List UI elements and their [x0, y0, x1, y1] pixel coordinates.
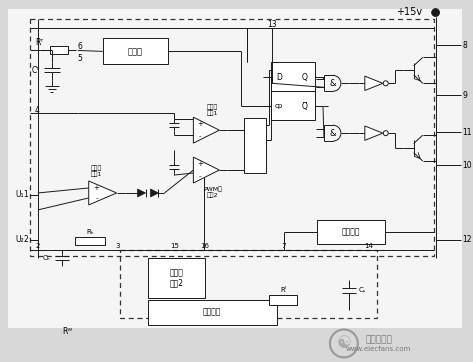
- Polygon shape: [138, 189, 146, 197]
- Bar: [271, 62, 315, 120]
- Text: 2: 2: [35, 243, 40, 249]
- Text: 11: 11: [463, 128, 472, 137]
- Bar: [75, 237, 105, 245]
- Text: 12: 12: [463, 235, 472, 244]
- Text: U₂: U₂: [16, 235, 24, 244]
- Text: 7: 7: [282, 243, 286, 249]
- Text: 電流檢測: 電流檢測: [203, 307, 221, 316]
- Text: 誤差放
大器2: 誤差放 大器2: [169, 268, 184, 287]
- Text: +: +: [197, 121, 203, 127]
- Text: 10: 10: [463, 161, 472, 169]
- Bar: [8, 9, 462, 328]
- Text: 1: 1: [23, 190, 28, 199]
- Text: 9: 9: [463, 91, 467, 100]
- Text: Cₛ: Cₛ: [359, 287, 366, 292]
- Text: &: &: [330, 79, 336, 88]
- Text: www.elecfans.com: www.elecfans.com: [346, 346, 412, 353]
- Text: -: -: [96, 195, 98, 201]
- Text: 死區比
較器1: 死區比 較器1: [207, 104, 218, 116]
- Bar: [148, 300, 277, 325]
- Text: -: -: [199, 133, 201, 139]
- Text: +: +: [94, 185, 100, 191]
- Text: Q̅: Q̅: [302, 102, 308, 111]
- Polygon shape: [89, 181, 117, 205]
- Text: Rᵂ: Rᵂ: [63, 327, 73, 336]
- Text: &: &: [330, 129, 336, 138]
- Text: Q: Q: [302, 73, 308, 82]
- Text: ☯: ☯: [336, 334, 351, 353]
- Text: 基準電源: 基準電源: [342, 227, 360, 236]
- Text: 15: 15: [170, 243, 179, 249]
- Polygon shape: [365, 76, 383, 90]
- Text: Rₕ: Rₕ: [86, 229, 94, 235]
- Text: 8: 8: [463, 41, 467, 50]
- Circle shape: [432, 9, 439, 17]
- Text: 誤差放
大器1: 誤差放 大器1: [91, 165, 102, 177]
- Bar: [317, 220, 385, 244]
- Polygon shape: [365, 126, 383, 140]
- Bar: [120, 250, 377, 317]
- Circle shape: [383, 81, 388, 86]
- Text: D: D: [276, 73, 282, 82]
- Text: 6: 6: [78, 42, 83, 51]
- Bar: [50, 46, 68, 54]
- Polygon shape: [150, 189, 158, 197]
- Text: 13: 13: [267, 20, 277, 29]
- Text: 14: 14: [364, 243, 373, 249]
- Polygon shape: [193, 157, 219, 183]
- Text: Rᵀ: Rᵀ: [36, 38, 44, 47]
- Bar: [148, 258, 205, 298]
- Text: cp: cp: [275, 103, 283, 109]
- Text: 5: 5: [78, 54, 83, 63]
- Text: +: +: [197, 161, 203, 167]
- Text: Rᴵ: Rᴵ: [280, 287, 286, 292]
- Polygon shape: [193, 117, 219, 143]
- Text: -: -: [199, 173, 201, 179]
- Text: 2: 2: [23, 235, 28, 244]
- Text: Cₕ: Cₕ: [42, 255, 50, 261]
- Text: 4: 4: [35, 106, 40, 115]
- Bar: [30, 18, 434, 256]
- Text: 電子發燒友: 電子發燒友: [365, 335, 392, 344]
- Bar: [103, 38, 168, 64]
- Text: Cᵀ: Cᵀ: [32, 66, 40, 75]
- Text: 16: 16: [200, 243, 209, 249]
- Text: +15v: +15v: [396, 7, 422, 17]
- Bar: [244, 118, 266, 173]
- Text: 振蕩器: 振蕩器: [128, 47, 143, 56]
- Bar: [269, 295, 297, 304]
- Text: U₁: U₁: [16, 190, 24, 199]
- Circle shape: [383, 131, 388, 136]
- Text: PWM比
較器2: PWM比 較器2: [203, 186, 222, 198]
- Text: 3: 3: [115, 243, 120, 249]
